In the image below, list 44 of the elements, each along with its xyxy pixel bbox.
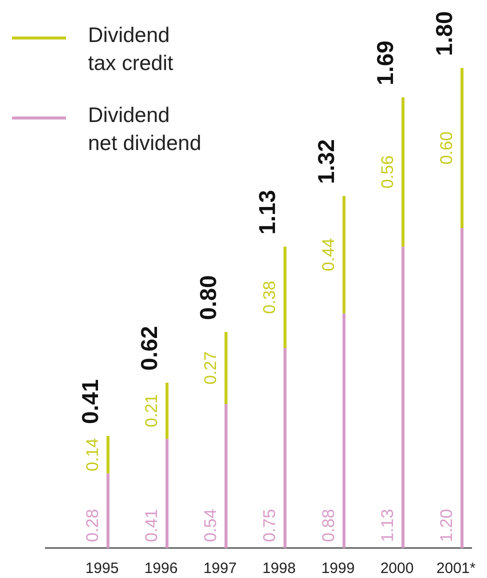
bar: [284, 246, 286, 348]
data-label: 0.60: [437, 131, 456, 165]
data-label: 0.56: [378, 155, 397, 189]
bar: [342, 313, 346, 548]
x-tick-label: 2000: [380, 560, 414, 577]
x-tick-label: 2001*: [436, 560, 476, 577]
bar: [342, 196, 346, 314]
bar: [106, 473, 110, 548]
total-label: 1.80: [431, 11, 457, 56]
bar: [460, 68, 464, 228]
legend-label: Dividend tax credit: [88, 24, 174, 75]
bar: [460, 228, 464, 548]
data-label: 0.21: [142, 394, 161, 428]
bar: [284, 348, 286, 548]
bar: [402, 246, 404, 548]
bar: [166, 382, 168, 439]
x-tick-label: 1996: [144, 560, 178, 577]
x-tick-label: 1998: [262, 560, 296, 577]
data-label: 0.38: [260, 280, 279, 314]
legend-label: Dividend net dividend: [88, 104, 202, 155]
total-label: 1.32: [313, 139, 339, 184]
x-tick-label: 1997: [203, 560, 237, 577]
data-label: 0.54: [201, 508, 220, 542]
total-label: 1.13: [254, 190, 280, 235]
total-label: 1.69: [372, 40, 398, 86]
total-label: 0.62: [136, 326, 162, 371]
bar: [402, 97, 404, 247]
data-label: 0.41: [142, 508, 161, 542]
total-label: 0.80: [195, 275, 221, 320]
data-label: 0.27: [201, 351, 220, 385]
bar: [166, 438, 168, 548]
bar: [224, 404, 228, 548]
x-tick-label: 1999: [321, 560, 355, 577]
x-tick-label: 1995: [85, 560, 119, 577]
bar: [224, 332, 228, 404]
bar: [106, 436, 110, 474]
data-label: 1.20: [437, 508, 456, 542]
data-label: 0.75: [260, 508, 279, 542]
data-label: 1.13: [378, 508, 397, 542]
data-label: 0.28: [83, 508, 102, 542]
data-label: 0.88: [319, 508, 338, 542]
total-label: 0.41: [77, 379, 103, 424]
data-label: 0.14: [83, 438, 102, 472]
data-label: 0.44: [319, 238, 338, 272]
